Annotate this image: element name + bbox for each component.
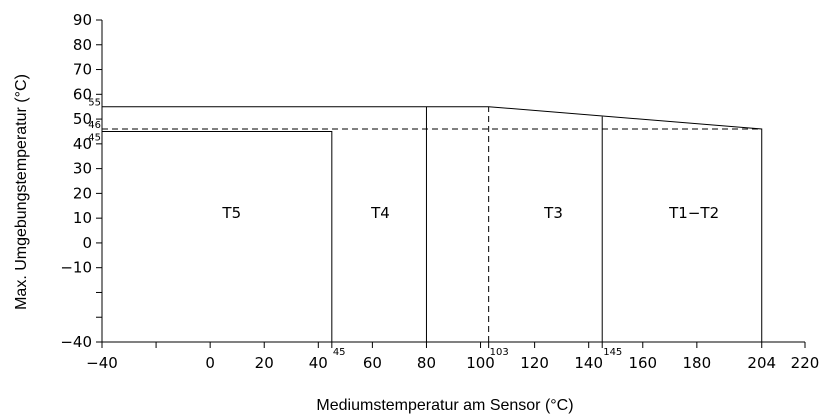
y-marker-label: 46	[88, 120, 101, 131]
x-tick-label: 60	[363, 354, 382, 372]
x-tick-label: 140	[574, 354, 603, 372]
x-tick-label: 120	[520, 354, 549, 372]
y-tick-label: 70	[73, 61, 92, 79]
x-marker-label: 45	[333, 347, 346, 358]
y-axis-label: Max. Umgebungstemperatur (°C)	[13, 74, 30, 310]
y-tick-label: 80	[73, 36, 92, 54]
y-marker-label: 55	[88, 98, 101, 109]
x-marker-label: 103	[490, 347, 509, 358]
x-tick-label: 204	[747, 354, 776, 372]
x-tick-label: 220	[791, 354, 820, 372]
x-tick-label: −40	[86, 354, 118, 372]
y-tick-label: −10	[60, 259, 92, 277]
x-axis-label: Mediumstemperatur am Sensor (°C)	[316, 397, 573, 414]
y-tick-label: 20	[73, 184, 92, 202]
y-tick-label: 0	[82, 234, 92, 252]
x-tick-label: 160	[628, 354, 657, 372]
x-tick-label: 40	[309, 354, 328, 372]
y-tick-label: 60	[73, 85, 92, 103]
y-tick-label: 30	[73, 160, 92, 178]
x-marker-label: 145	[603, 347, 622, 358]
x-tick-label: 80	[417, 354, 436, 372]
zone-label: T4	[370, 204, 390, 222]
x-tick-label: 0	[205, 354, 215, 372]
x-tick-label: 20	[255, 354, 274, 372]
x-tick-label: 180	[683, 354, 712, 372]
zone-label: T5	[221, 204, 241, 222]
outer-boundary-line	[102, 106, 763, 342]
y-tick-label: 90	[73, 11, 92, 29]
y-tick-label: −40	[60, 333, 92, 351]
y-marker-label: 45	[88, 132, 101, 143]
axes: −40 −10 0 10 20 30 40 50 60 70 80 90 −40 0 20 40 60 80 100…	[60, 11, 819, 372]
zone-label: T1−T2	[668, 204, 719, 222]
t5-boundary-line	[102, 130, 333, 342]
x-tick-label: 100	[466, 354, 495, 372]
y-tick-label: 40	[73, 135, 92, 153]
chart-lines	[102, 106, 763, 342]
zone-label: T3	[543, 204, 563, 222]
y-tick-label: 50	[73, 110, 92, 128]
y-tick-label: 10	[73, 209, 92, 227]
